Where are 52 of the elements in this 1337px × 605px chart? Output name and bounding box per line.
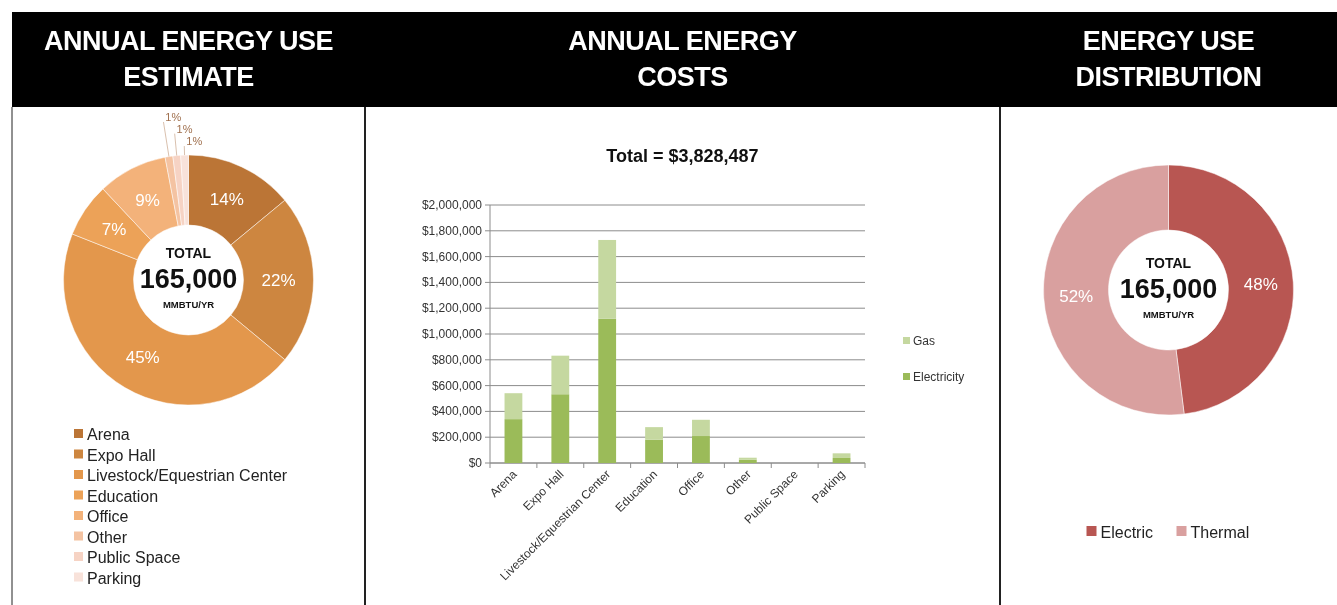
y-tick-label: $1,600,000: [421, 249, 483, 264]
data-label: 48%: [1243, 275, 1278, 295]
bar: [692, 419, 710, 437]
bar: [504, 419, 523, 463]
chart-subtitle: Total = $3,828,487: [606, 146, 759, 166]
legend-label: Electricity: [913, 370, 965, 384]
y-tick-label: $1,200,000: [421, 301, 483, 316]
chart-title: ANNUAL ENERGY USE ESTIMATE: [43, 26, 334, 92]
bar: [598, 318, 617, 463]
legend-label: Other: [87, 528, 128, 546]
chart-title: ENERGY USE DISTRIBUTION: [1075, 26, 1262, 92]
data-label: 9%: [135, 190, 160, 210]
y-tick-label: $1,000,000: [421, 327, 483, 341]
legend-label: Thermal: [1190, 524, 1250, 541]
bar: [598, 239, 617, 319]
bar: [504, 393, 523, 420]
text: TOTAL: [165, 245, 212, 261]
data-label: 52%: [1059, 286, 1094, 306]
legend-label: Expo Hall: [87, 446, 156, 464]
y-tick-label: $400,000: [431, 404, 483, 419]
legend-label: Arena: [87, 426, 130, 443]
data-label: 1%: [165, 110, 182, 123]
legend-label: Public Space: [87, 549, 181, 566]
y-tick-label: $200,000: [431, 430, 483, 445]
bar: [645, 427, 663, 440]
data-label: 22%: [261, 271, 296, 290]
bar: [551, 394, 570, 463]
y-tick-label: $1,800,000: [421, 223, 483, 238]
data-label: 1%: [186, 135, 203, 148]
bar: [645, 439, 663, 463]
text: TOTAL: [1145, 255, 1192, 271]
bar: [832, 457, 851, 463]
text: 165,000: [1119, 274, 1218, 304]
y-tick-label: $0: [468, 456, 483, 470]
y-tick-label: $1,400,000: [421, 275, 483, 290]
text: 165,000: [139, 264, 238, 294]
data-label: 45%: [125, 348, 160, 368]
y-tick-label: $800,000: [431, 352, 483, 367]
text: MMBTU/YR: [1142, 309, 1195, 320]
text: MMBTU/YR: [162, 299, 215, 310]
bar: [551, 355, 570, 395]
bar: [692, 436, 710, 463]
legend-label: Electric: [1100, 524, 1153, 541]
data-label: 1%: [176, 122, 193, 135]
data-label: 7%: [101, 220, 127, 240]
chart-title: ANNUAL ENERGY COSTS: [568, 26, 798, 92]
legend-label: Gas: [913, 334, 936, 348]
data-label: 14%: [209, 189, 244, 209]
legend-label: Parking: [87, 569, 142, 587]
y-tick-label: $2,000,000: [421, 198, 483, 212]
y-tick-label: $600,000: [431, 378, 483, 393]
bar: [832, 453, 851, 458]
